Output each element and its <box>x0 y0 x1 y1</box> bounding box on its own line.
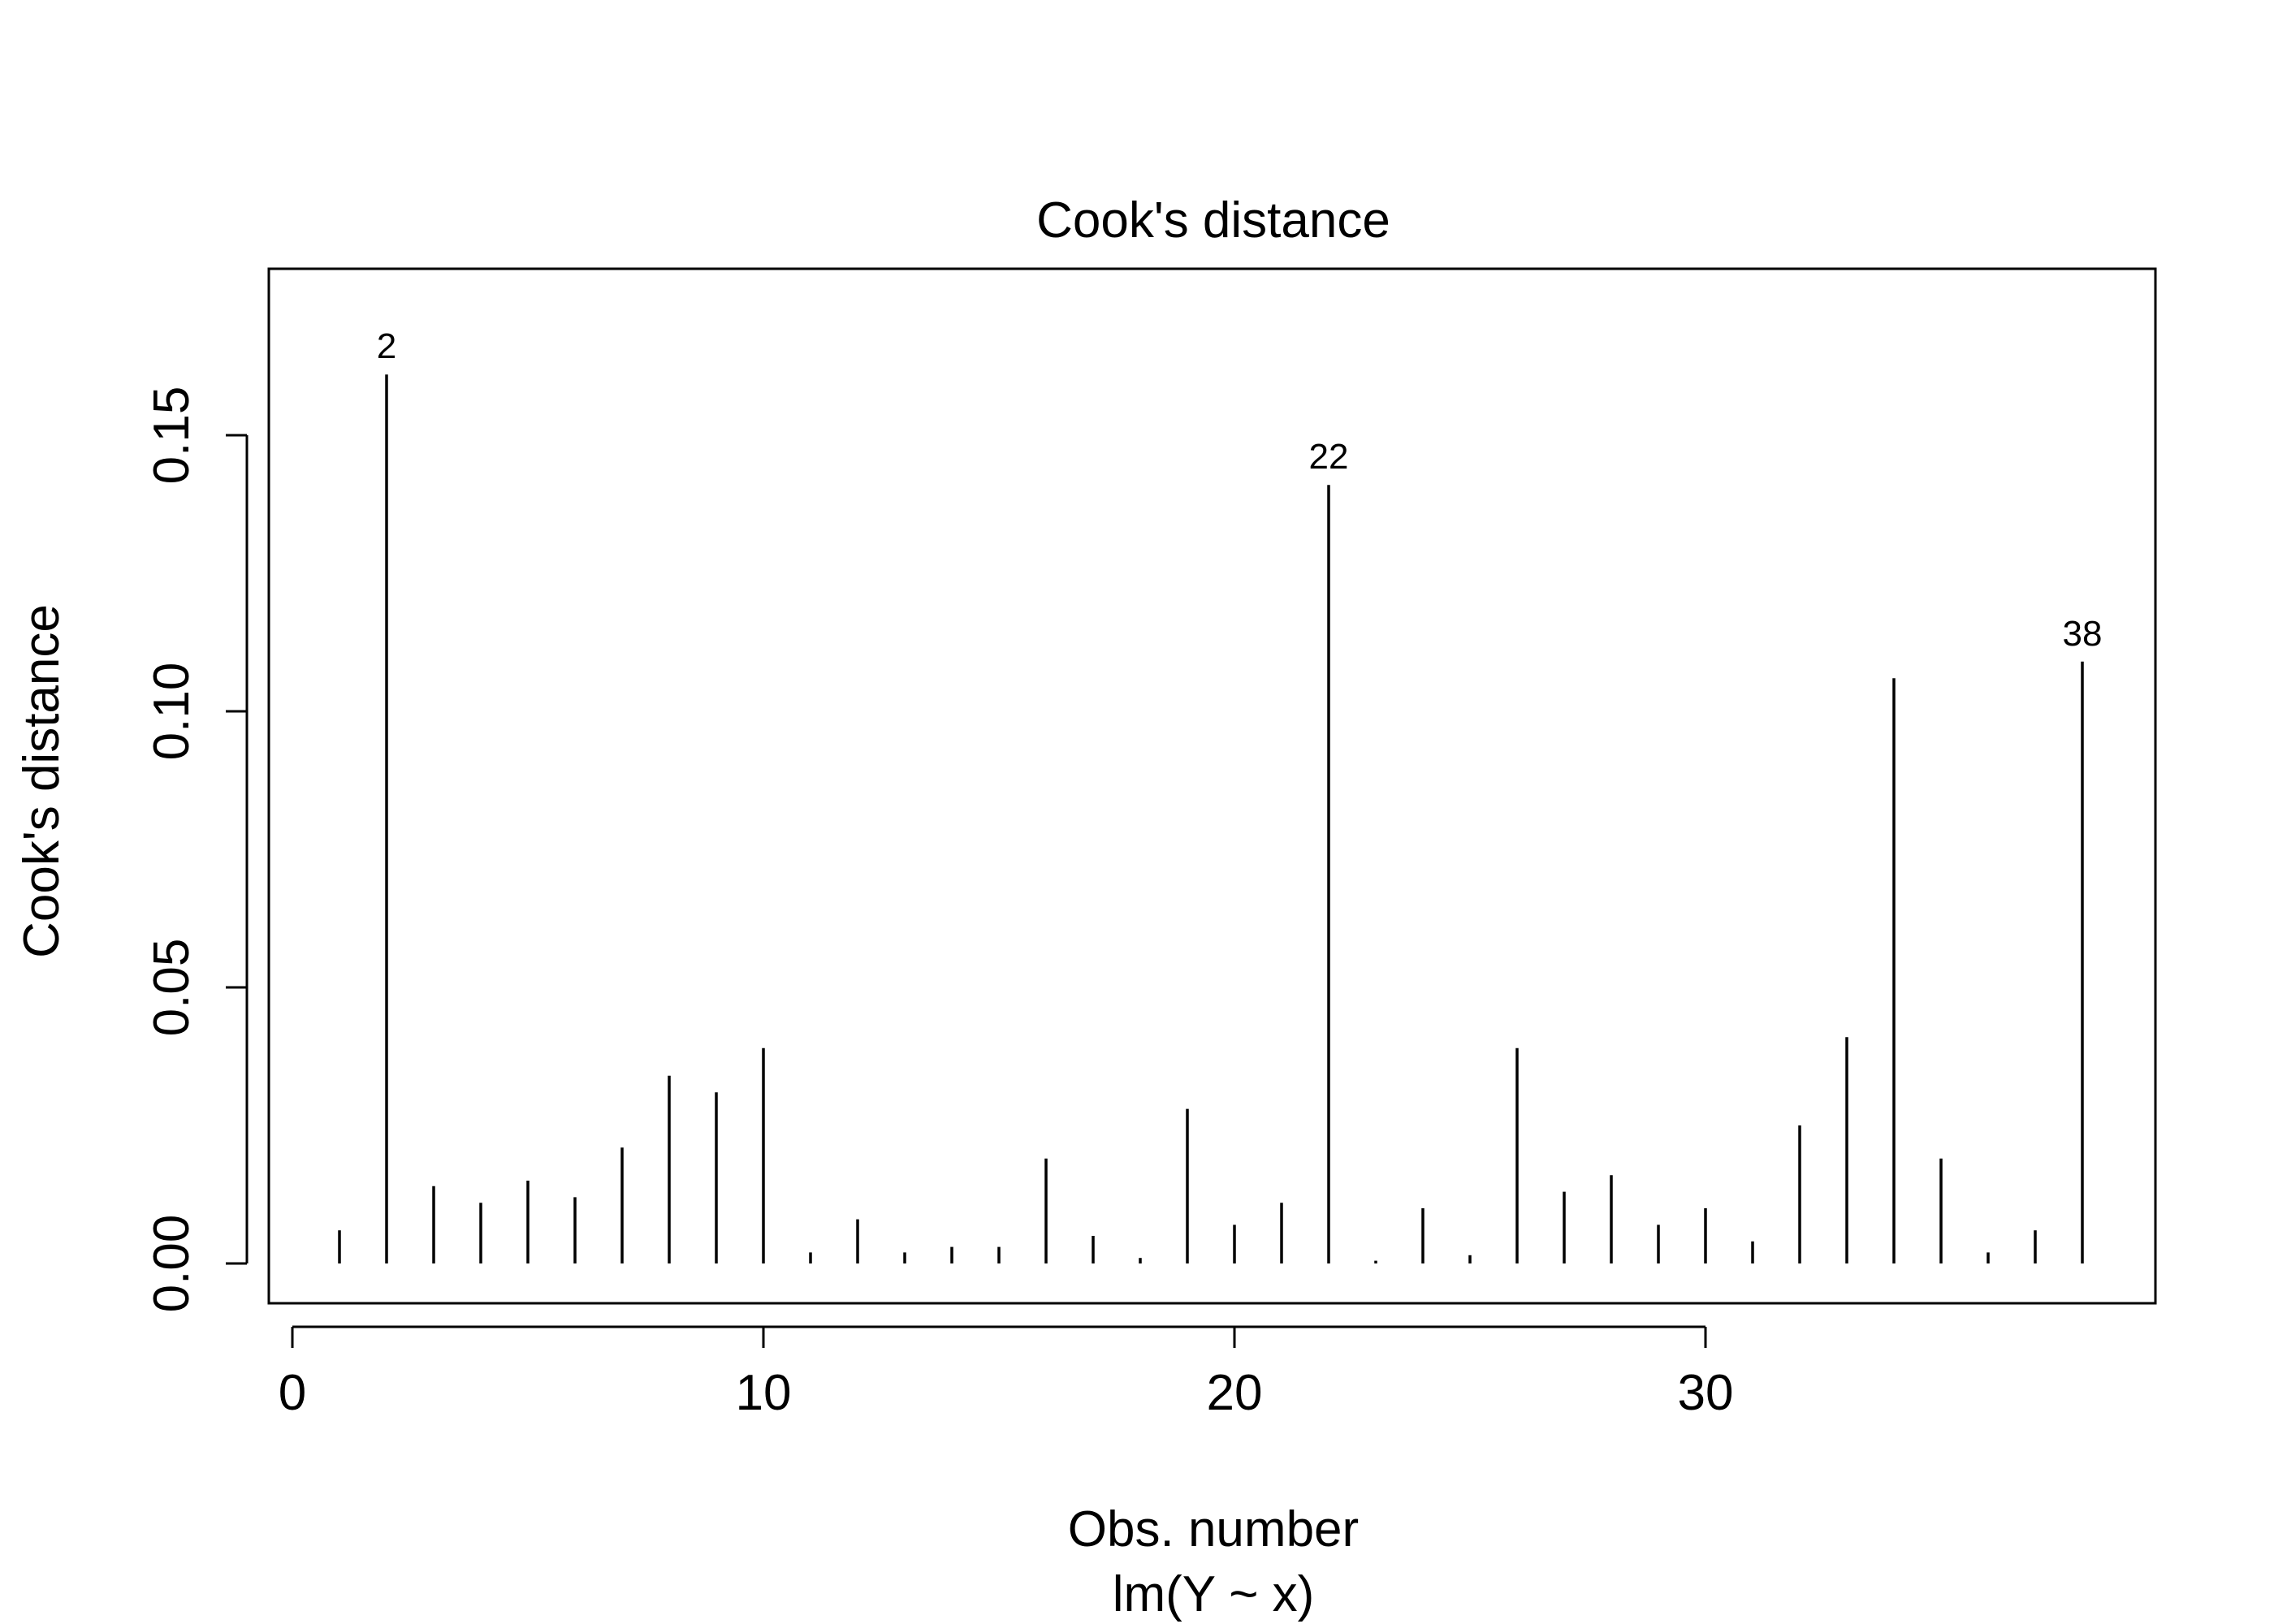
x-tick-label: 20 <box>1207 1365 1263 1421</box>
y-tick-label: 0.00 <box>144 1215 200 1313</box>
y-axis-label: Cook's distance <box>14 604 70 958</box>
x-axis: 0 10 20 30 <box>279 1325 1734 1421</box>
x-tick-label: 30 <box>1678 1365 1734 1421</box>
x-tick-label: 0 <box>279 1365 306 1421</box>
plot-frame <box>267 267 2157 1305</box>
y-tick-label: 0.15 <box>144 387 200 485</box>
point-label-obs-22: 22 <box>1309 437 1349 477</box>
x-axis-label: Obs. number <box>1068 1501 1359 1557</box>
x-tick-label: 10 <box>736 1365 792 1421</box>
point-label-obs-2: 2 <box>377 326 396 366</box>
cooks-distance-spikes <box>338 374 2084 1263</box>
chart-subtitle: lm(Y ~ x) <box>1113 1566 1315 1622</box>
point-label-obs-38: 38 <box>2063 614 2103 654</box>
chart-title: Cook's distance <box>1036 192 1390 248</box>
y-tick-label: 0.10 <box>144 663 200 761</box>
y-tick-label: 0.05 <box>144 939 200 1037</box>
y-axis: 0.00 0.05 0.10 0.15 <box>144 387 249 1313</box>
